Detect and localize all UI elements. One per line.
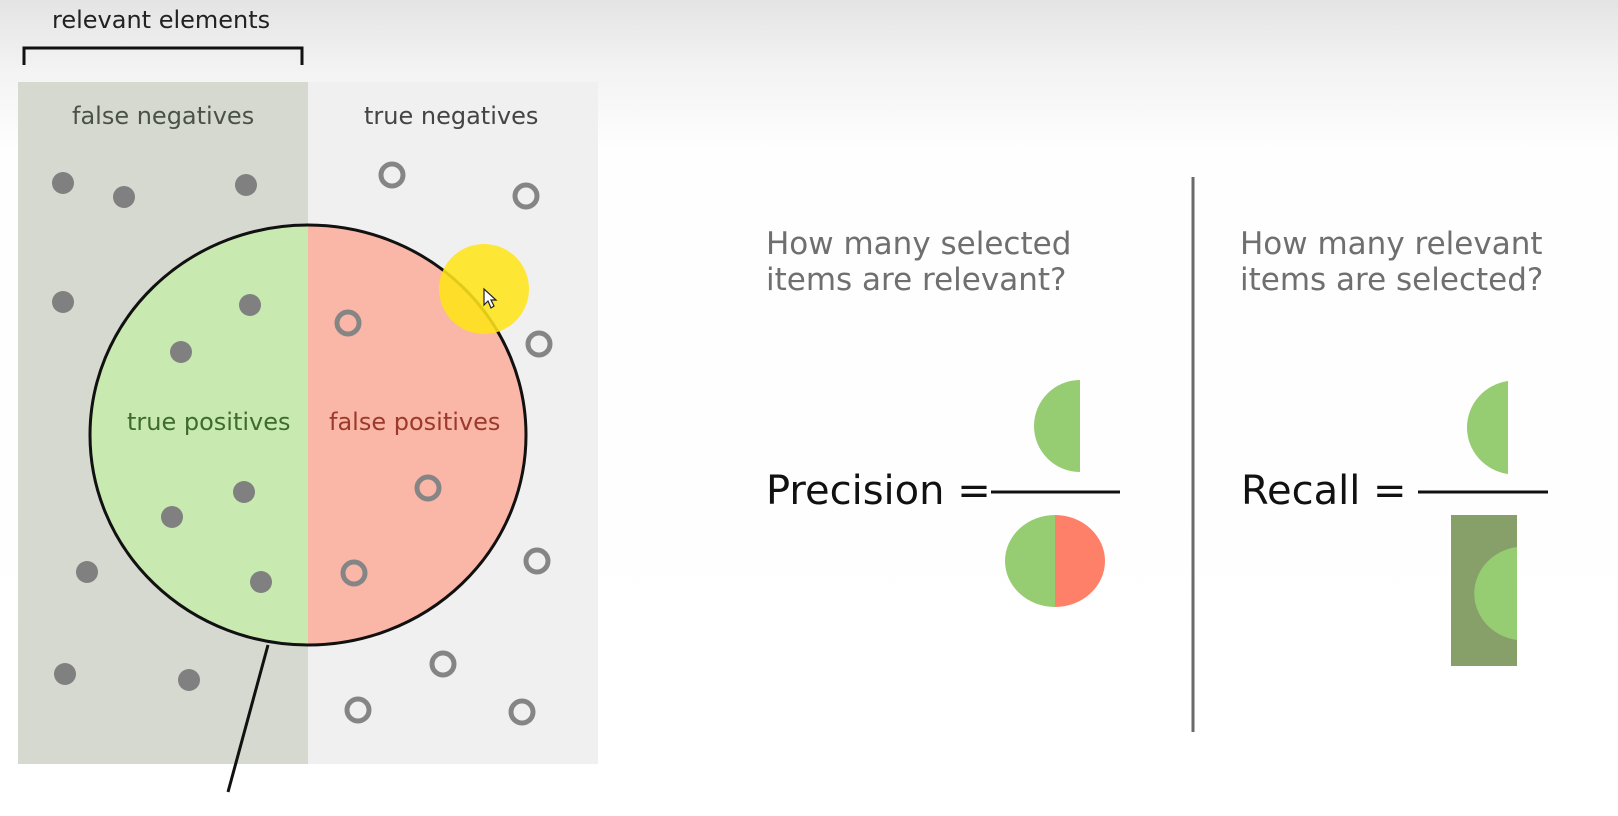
relevant-item-dot-icon: [76, 561, 98, 583]
false-negatives-label: false negatives: [72, 102, 255, 130]
irrelevant-item-ring-icon: [512, 182, 540, 210]
precision-denominator-red-half-icon: [1055, 515, 1105, 607]
irrelevant-item-ring-icon: [378, 161, 406, 189]
true-positives-label: true positives: [127, 408, 291, 436]
relevant-item-dot-icon: [250, 571, 272, 593]
irrelevant-items: [334, 161, 553, 726]
relevant-item-dot-icon: [239, 294, 261, 316]
recall-formula-label: Recall =: [1241, 468, 1407, 514]
selected-elements-pointer-line: [226, 644, 270, 793]
relevant-item-dot-icon: [170, 341, 192, 363]
relevant-item-dot-icon: [54, 663, 76, 685]
relevant-item-dot-icon: [113, 186, 135, 208]
relevant-item-dot-icon: [52, 291, 74, 313]
precision-numerator-half-icon: [1034, 380, 1080, 472]
true-positives-region: [90, 225, 308, 645]
relevant-elements-bracket: [22, 46, 304, 65]
irrelevant-item-ring-icon: [334, 309, 362, 337]
relevant-item-dot-icon: [161, 506, 183, 528]
selected-circle-outline: [88, 223, 528, 647]
recall-numerator-half-icon: [1466, 381, 1508, 474]
relevant-elements-label: relevant elements: [52, 6, 271, 34]
relevant-item-dot-icon: [52, 172, 74, 194]
precision-formula-label: Precision =: [766, 468, 991, 514]
false-positives-label: false positives: [329, 408, 501, 436]
irrelevant-item-ring-icon: [523, 547, 551, 575]
recall-fraction: [1418, 381, 1548, 666]
irrelevant-item-ring-icon: [525, 330, 553, 358]
irrelevant-item-ring-icon: [340, 559, 368, 587]
relevant-items: [52, 172, 272, 691]
irrelevant-item-ring-icon: [508, 698, 536, 726]
mouse-cursor-icon: [483, 287, 498, 309]
recall-denominator-green-half-icon: [1474, 547, 1517, 640]
irrelevant-item-ring-icon: [429, 650, 457, 678]
relevant-item-dot-icon: [233, 481, 255, 503]
precision-question: How many selected items are relevant?: [766, 226, 1072, 298]
precision-denominator-green-half-icon: [1005, 515, 1055, 607]
irrelevant-item-ring-icon: [414, 474, 442, 502]
relevant-item-dot-icon: [235, 174, 257, 196]
irrelevant-item-ring-icon: [344, 696, 372, 724]
relevant-item-dot-icon: [178, 669, 200, 691]
precision-fraction: [991, 380, 1120, 607]
recall-question: How many relevant items are selected?: [1240, 226, 1544, 298]
true-negatives-label: true negatives: [364, 102, 539, 130]
